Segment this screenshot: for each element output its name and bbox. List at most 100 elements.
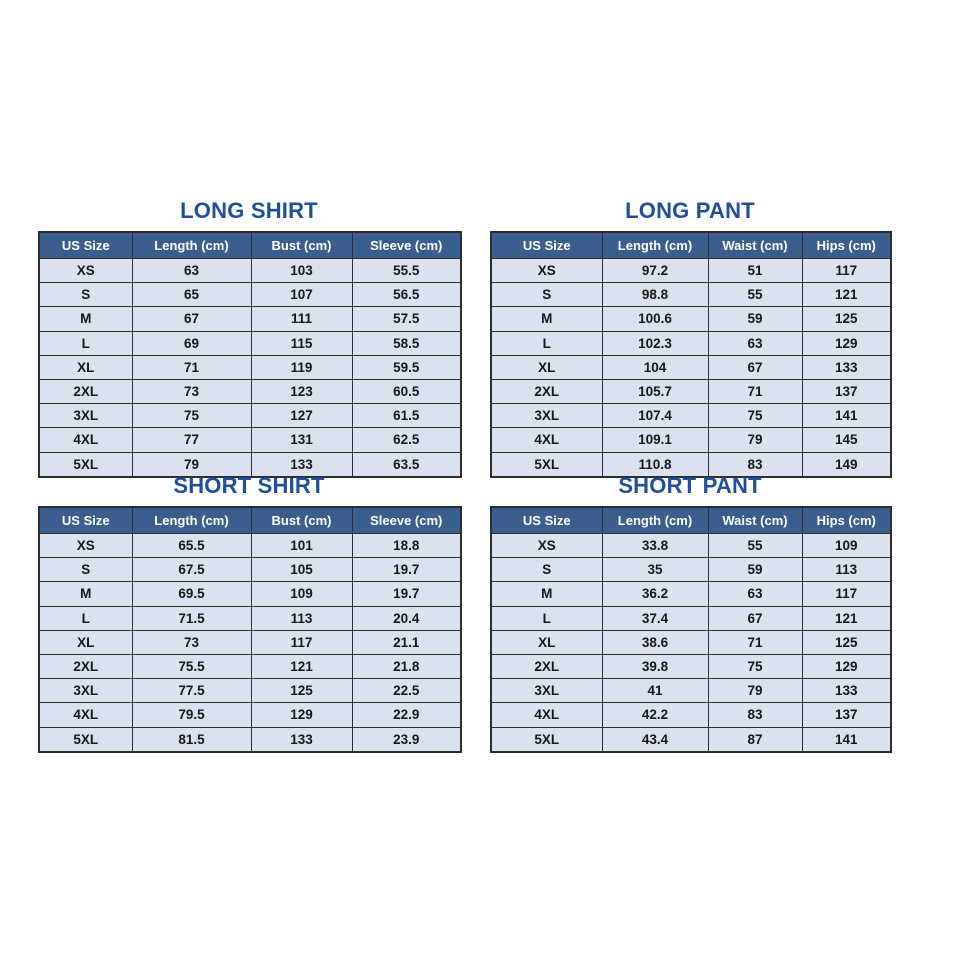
cell-size: 3XL bbox=[38, 403, 133, 429]
table-row: 5XL 81.5 133 23.9 bbox=[38, 726, 462, 753]
column-header-length: Length (cm) bbox=[601, 506, 709, 534]
column-header-sleeve: Sleeve (cm) bbox=[351, 506, 462, 534]
table-row: 4XL 109.1 79 145 bbox=[490, 427, 892, 453]
table-row: M 67 111 57.5 bbox=[38, 306, 462, 332]
cell-bust: 131 bbox=[250, 427, 353, 453]
cell-waist: 63 bbox=[707, 581, 803, 607]
cell-bust: 123 bbox=[250, 379, 353, 405]
table-row: 3XL 107.4 75 141 bbox=[490, 403, 892, 429]
cell-size: 5XL bbox=[38, 726, 133, 753]
table-row: S 67.5 105 19.7 bbox=[38, 557, 462, 583]
table-row: M 69.5 109 19.7 bbox=[38, 581, 462, 607]
cell-waist: 87 bbox=[707, 726, 803, 753]
cell-hips: 117 bbox=[801, 581, 892, 607]
cell-size: XL bbox=[490, 354, 603, 381]
cell-bust: 127 bbox=[250, 403, 353, 429]
cell-length: 73 bbox=[131, 379, 252, 405]
cell-sleeve: 62.5 bbox=[351, 427, 462, 453]
cell-length: 63 bbox=[131, 257, 252, 284]
table-row: S 35 59 113 bbox=[490, 557, 892, 583]
cell-sleeve: 23.9 bbox=[351, 726, 462, 753]
cell-size: L bbox=[38, 330, 133, 356]
cell-sleeve: 61.5 bbox=[351, 403, 462, 429]
cell-size: S bbox=[490, 282, 603, 308]
cell-length: 104 bbox=[601, 354, 709, 381]
cell-length: 109.1 bbox=[601, 427, 709, 453]
cell-hips: 133 bbox=[801, 354, 892, 381]
cell-size: XL bbox=[38, 629, 133, 656]
cell-length: 42.2 bbox=[601, 702, 709, 728]
cell-length: 77 bbox=[131, 427, 252, 453]
cell-hips: 121 bbox=[801, 282, 892, 308]
cell-hips: 121 bbox=[801, 605, 892, 631]
cell-bust: 133 bbox=[250, 726, 353, 753]
cell-sleeve: 18.8 bbox=[351, 532, 462, 559]
cell-waist: 67 bbox=[707, 354, 803, 381]
cell-length: 77.5 bbox=[131, 678, 252, 704]
cell-bust: 101 bbox=[250, 532, 353, 559]
cell-bust: 107 bbox=[250, 282, 353, 308]
cell-bust: 113 bbox=[250, 605, 353, 631]
cell-bust: 115 bbox=[250, 330, 353, 356]
cell-length: 73 bbox=[131, 629, 252, 656]
table-row: 5XL 110.8 83 149 bbox=[490, 451, 892, 478]
cell-length: 107.4 bbox=[601, 403, 709, 429]
table-header: US Size Length (cm) Waist (cm) Hips (cm) bbox=[490, 231, 892, 259]
table-row: 3XL 41 79 133 bbox=[490, 678, 892, 704]
cell-size: 2XL bbox=[490, 379, 603, 405]
cell-size: S bbox=[38, 557, 133, 583]
cell-length: 75 bbox=[131, 403, 252, 429]
cell-length: 71.5 bbox=[131, 605, 252, 631]
cell-waist: 51 bbox=[707, 257, 803, 284]
table-header-row: US Size Length (cm) Waist (cm) Hips (cm) bbox=[490, 506, 892, 534]
cell-hips: 137 bbox=[801, 379, 892, 405]
table-row: M 36.2 63 117 bbox=[490, 581, 892, 607]
cell-bust: 109 bbox=[250, 581, 353, 607]
cell-length: 35 bbox=[601, 557, 709, 583]
size-table-long-shirt: US Size Length (cm) Bust (cm) Sleeve (cm… bbox=[38, 231, 462, 478]
table-header: US Size Length (cm) Waist (cm) Hips (cm) bbox=[490, 506, 892, 534]
cell-size: 5XL bbox=[38, 451, 133, 478]
cell-length: 67.5 bbox=[131, 557, 252, 583]
table-row: L 102.3 63 129 bbox=[490, 330, 892, 356]
cell-length: 110.8 bbox=[601, 451, 709, 478]
size-chart-short-shirt: SHORT SHIRT US Size Length (cm) Bust (cm… bbox=[38, 471, 462, 753]
table-row: 2XL 75.5 121 21.8 bbox=[38, 654, 462, 680]
cell-waist: 83 bbox=[707, 702, 803, 728]
cell-waist: 55 bbox=[707, 282, 803, 308]
table-row: XL 71 119 59.5 bbox=[38, 354, 462, 381]
cell-bust: 103 bbox=[250, 257, 353, 284]
column-header-length: Length (cm) bbox=[601, 231, 709, 259]
cell-size: 2XL bbox=[490, 654, 603, 680]
cell-sleeve: 63.5 bbox=[351, 451, 462, 478]
column-header-length: Length (cm) bbox=[131, 506, 252, 534]
cell-hips: 141 bbox=[801, 403, 892, 429]
cell-size: S bbox=[38, 282, 133, 308]
cell-hips: 145 bbox=[801, 427, 892, 453]
cell-waist: 71 bbox=[707, 379, 803, 405]
size-chart-long-shirt: LONG SHIRT US Size Length (cm) Bust (cm)… bbox=[38, 196, 462, 478]
cell-size: XL bbox=[38, 354, 133, 381]
column-header-bust: Bust (cm) bbox=[250, 506, 353, 534]
table-row: XS 63 103 55.5 bbox=[38, 257, 462, 284]
size-table-short-shirt: US Size Length (cm) Bust (cm) Sleeve (cm… bbox=[38, 506, 462, 753]
table-body: XS 63 103 55.5 S 65 107 56.5 M 67 111 57.5 L 69 115… bbox=[38, 257, 462, 478]
cell-length: 98.8 bbox=[601, 282, 709, 308]
cell-size: XS bbox=[490, 257, 603, 284]
cell-size: 5XL bbox=[490, 726, 603, 753]
cell-bust: 129 bbox=[250, 702, 353, 728]
table-header-row: US Size Length (cm) Bust (cm) Sleeve (cm… bbox=[38, 506, 462, 534]
column-header-us-size: US Size bbox=[490, 231, 603, 259]
cell-length: 65 bbox=[131, 282, 252, 308]
cell-bust: 119 bbox=[250, 354, 353, 381]
table-row: XS 65.5 101 18.8 bbox=[38, 532, 462, 559]
table-row: 4XL 79.5 129 22.9 bbox=[38, 702, 462, 728]
size-table-short-pant: US Size Length (cm) Waist (cm) Hips (cm)… bbox=[490, 506, 892, 753]
table-row: L 37.4 67 121 bbox=[490, 605, 892, 631]
table-row: 5XL 43.4 87 141 bbox=[490, 726, 892, 753]
cell-size: 4XL bbox=[490, 702, 603, 728]
table-row: 5XL 79 133 63.5 bbox=[38, 451, 462, 478]
cell-bust: 133 bbox=[250, 451, 353, 478]
cell-hips: 117 bbox=[801, 257, 892, 284]
cell-hips: 133 bbox=[801, 678, 892, 704]
